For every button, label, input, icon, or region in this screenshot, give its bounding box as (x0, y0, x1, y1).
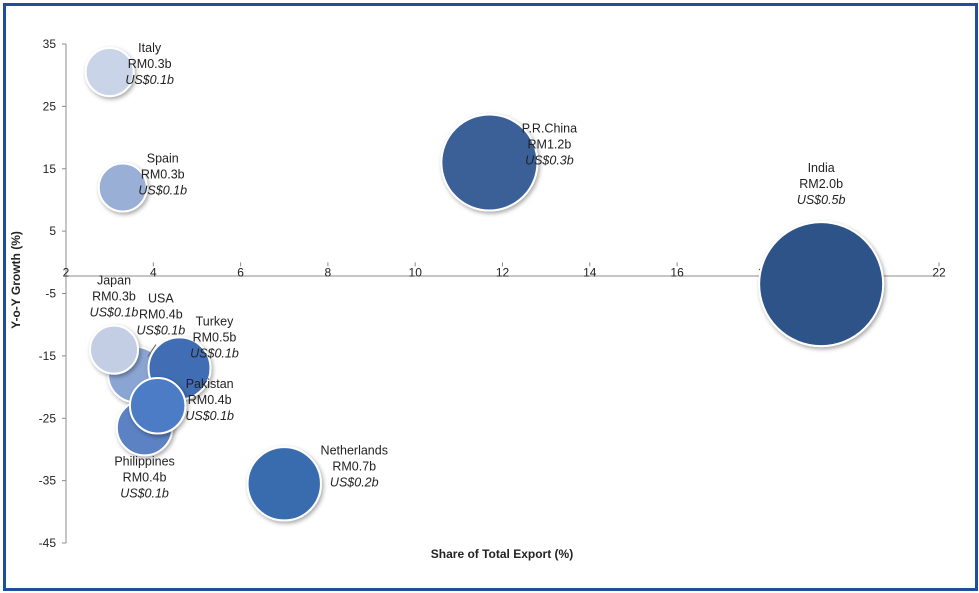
y-tick-label: -25 (39, 411, 57, 425)
bubble-netherlands (246, 446, 322, 522)
label-philippines-rm: RM0.4b (123, 471, 167, 485)
label-spain-name: Spain (147, 151, 179, 165)
label-netherlands-rm: RM0.7b (332, 460, 376, 474)
label-japan-rm: RM0.3b (92, 290, 136, 304)
label-italy-usd: US$0.1b (125, 73, 174, 87)
y-tick-label: 35 (43, 37, 57, 51)
bubble-pakistan (128, 377, 187, 435)
x-tick-label: 16 (670, 265, 684, 279)
usa-leader-line (147, 344, 157, 357)
x-tick-label: 10 (409, 265, 423, 279)
bubble-group (84, 47, 885, 522)
label-italy-name: Italy (138, 41, 162, 55)
label-usa-usd: US$0.1b (137, 324, 186, 338)
label-pakistan-name: Pakistan (186, 377, 234, 391)
bubble-spain (97, 162, 148, 213)
label-japan-usd: US$0.1b (90, 306, 139, 320)
bubble-italy (84, 47, 135, 98)
bubble-p-r-china (440, 113, 539, 212)
y-tick-label: -15 (39, 349, 57, 363)
label-india-usd: US$0.5b (797, 193, 846, 207)
label-usa-name: USA (148, 292, 174, 306)
x-axis-title: Share of Total Export (%) (431, 547, 573, 561)
label-turkey-name: Turkey (196, 314, 234, 328)
x-tick-label: 8 (325, 265, 332, 279)
label-turkey-usd: US$0.1b (190, 346, 239, 360)
label-japan-name: Japan (97, 274, 131, 288)
label-pakistan-rm: RM0.4b (188, 393, 232, 407)
x-tick-label: 2 (63, 265, 70, 279)
label-spain-usd: US$0.1b (138, 183, 187, 197)
label-group: Italy RM0.3b US$0.1b Spain RM0.3b US$0.1b P.R.… (90, 41, 846, 501)
y-tick-label: -45 (39, 536, 57, 550)
y-tick-label: -5 (45, 287, 56, 301)
label-turkey-rm: RM0.5b (193, 330, 237, 344)
label-italy-rm: RM0.3b (128, 57, 172, 71)
label-india-name: India (808, 161, 835, 175)
label-netherlands-usd: US$0.2b (330, 476, 379, 490)
bubble-india (758, 221, 885, 348)
label-netherlands-name: Netherlands (321, 444, 388, 458)
x-tick-label: 4 (150, 265, 157, 279)
label-p-r-china-usd: US$0.3b (525, 154, 574, 168)
y-tick-label: -35 (39, 474, 57, 488)
y-tick-group: 35 25 15 5 -5 -15 -25 -35 -45 (39, 37, 66, 550)
label-india-rm: RM2.0b (799, 177, 843, 191)
label-philippines-usd: US$0.1b (120, 487, 169, 501)
x-tick-label: 22 (932, 265, 946, 279)
label-philippines-name: Philippines (114, 455, 174, 469)
bubble-japan (89, 324, 140, 375)
label-pakistan-usd: US$0.1b (185, 409, 234, 423)
label-usa-rm: RM0.4b (139, 308, 183, 322)
label-spain-rm: RM0.3b (141, 167, 185, 181)
label-p-r-china-rm: RM1.2b (528, 138, 572, 152)
x-tick-label: 14 (583, 265, 597, 279)
y-tick-label: 5 (49, 224, 56, 238)
x-tick-label: 12 (496, 265, 510, 279)
label-p-r-china-name: P.R.China (522, 122, 577, 136)
x-tick-label: 6 (237, 265, 244, 279)
y-tick-label: 15 (43, 162, 57, 176)
y-tick-label: 25 (43, 99, 57, 113)
y-axis-title: Y-o-Y Growth (%) (9, 231, 23, 329)
